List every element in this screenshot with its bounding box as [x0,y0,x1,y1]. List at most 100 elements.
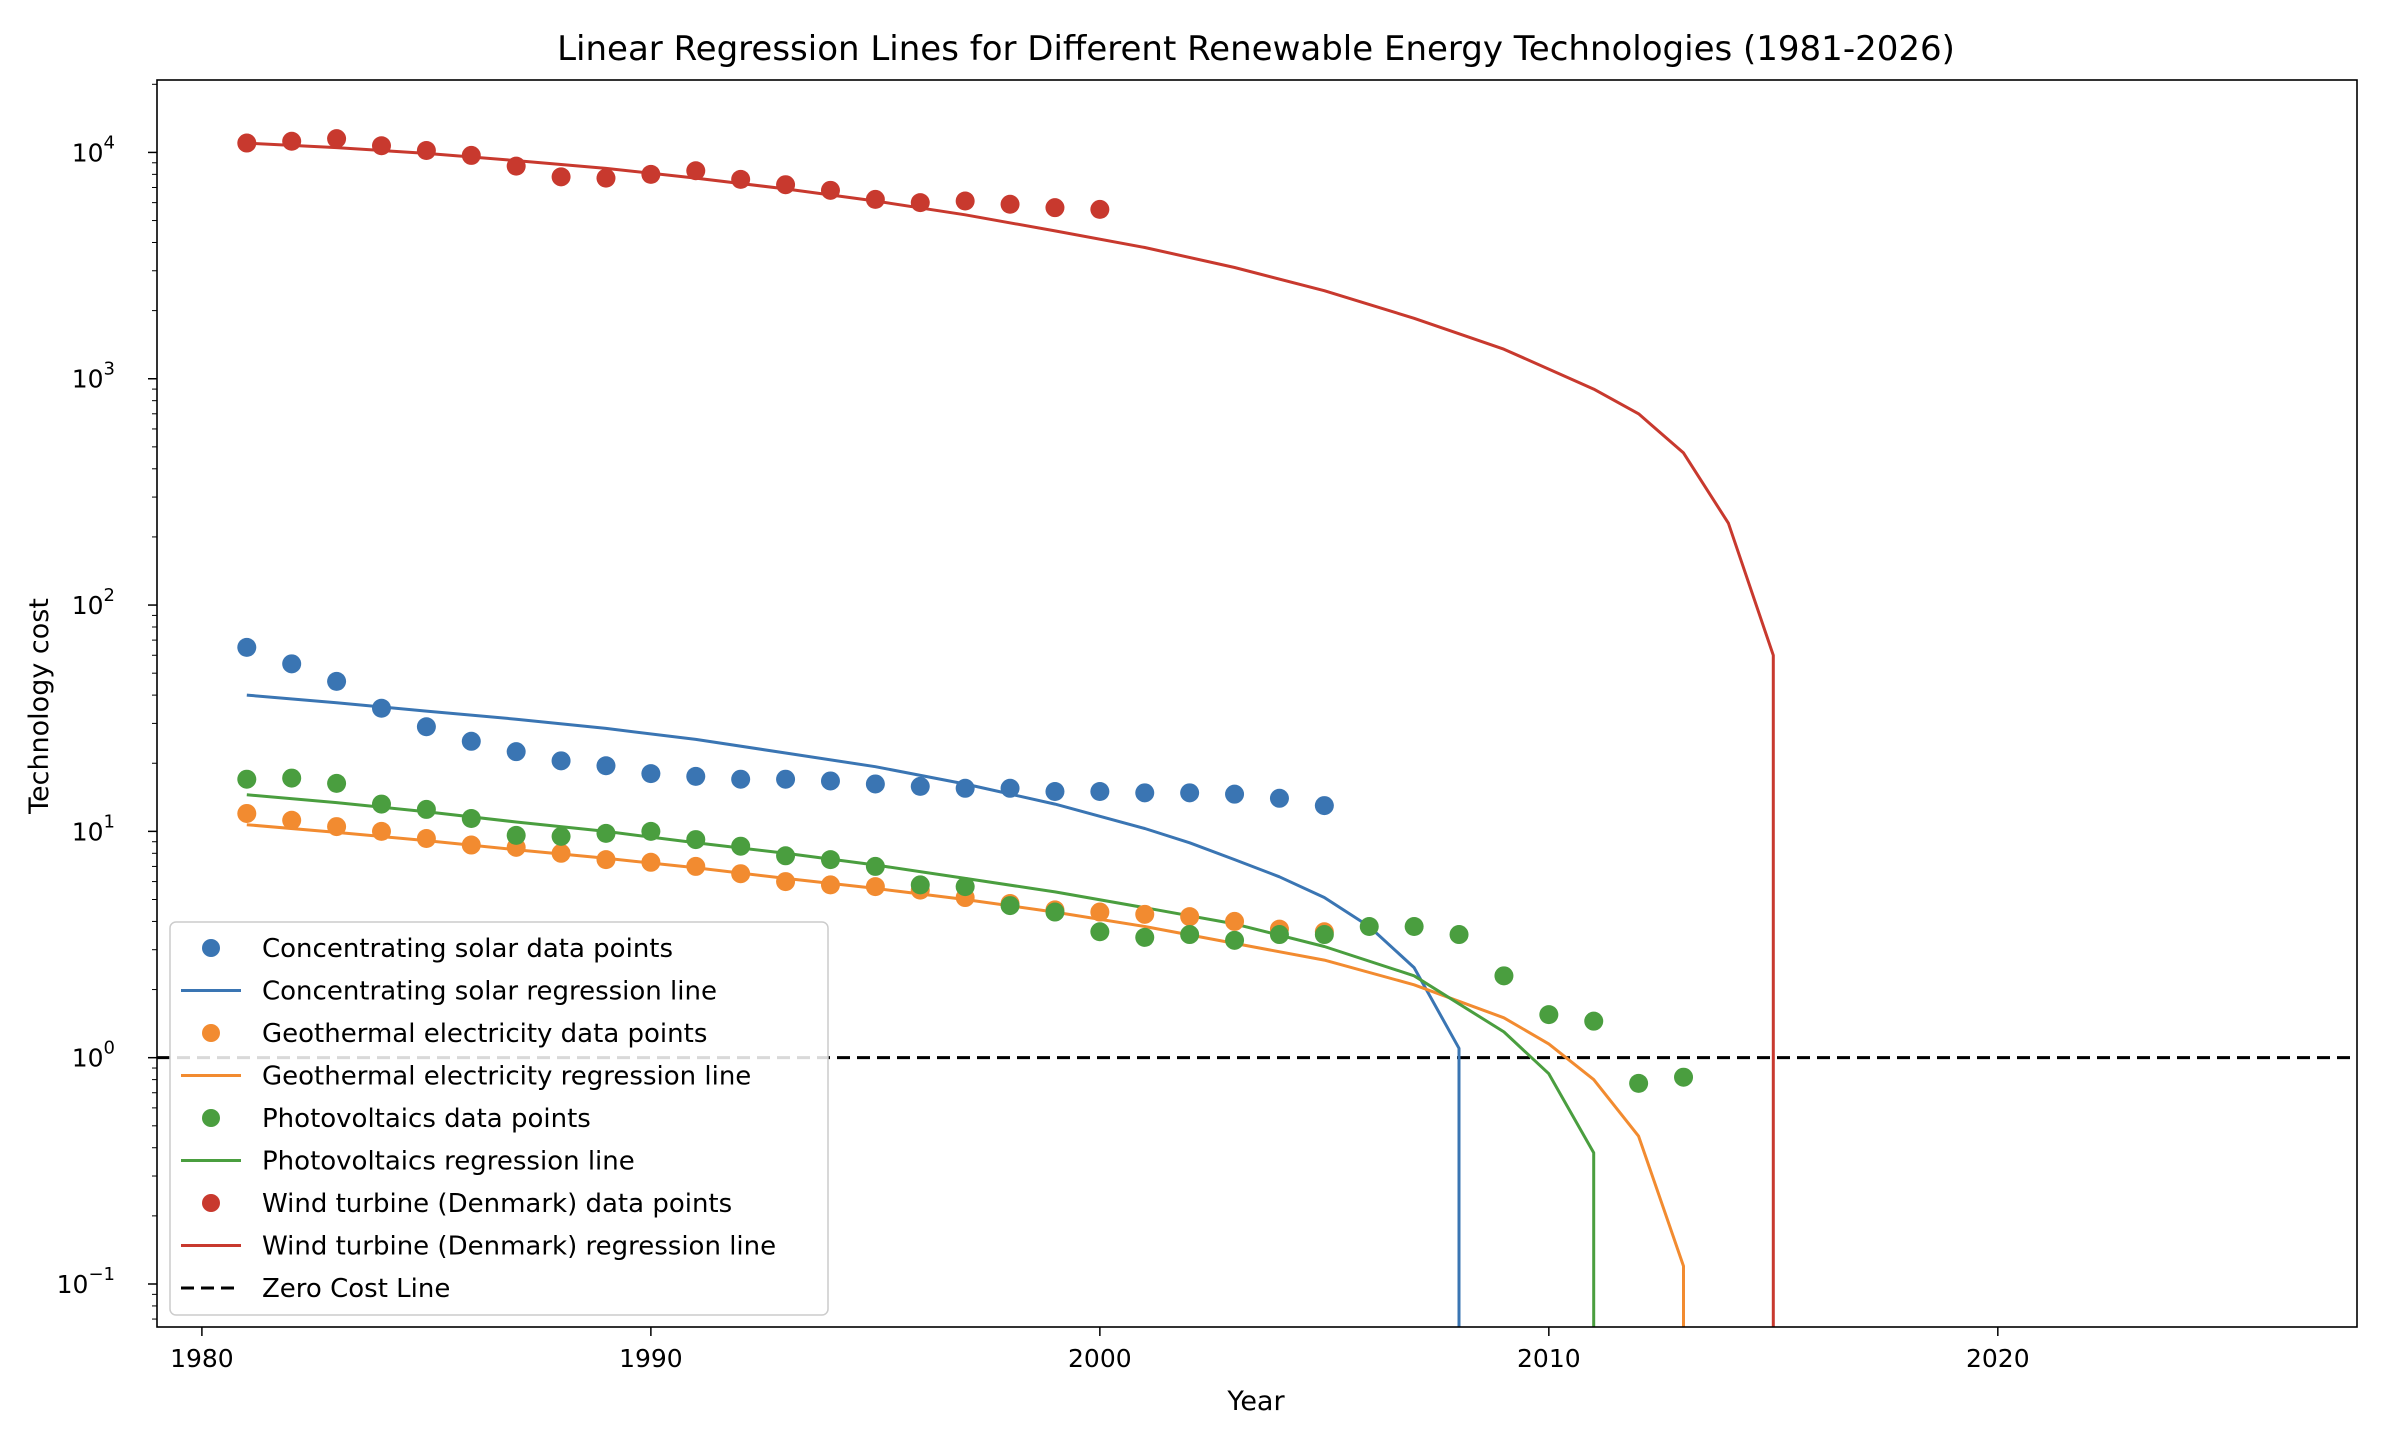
data-point [237,769,257,789]
data-point [596,823,616,843]
data-point [731,864,751,884]
data-point [776,872,796,892]
data-point [641,164,661,184]
legend-box [169,921,829,1316]
data-point [282,768,302,788]
data-point [1000,194,1020,214]
data-point [910,193,930,213]
data-point [1090,782,1110,802]
y-tick-exponent: 4 [104,132,115,153]
data-point [416,799,436,819]
data-point [1225,784,1245,804]
legend-label: Geothermal electricity data points [262,1019,707,1049]
data-point [282,810,302,830]
data-point [955,191,975,211]
data-point [327,671,347,691]
data-point [596,168,616,188]
data-point [1135,927,1155,947]
legend-label: Wind turbine (Denmark) regression line [262,1232,776,1262]
legend-marker [202,1194,220,1212]
legend-label: Wind turbine (Denmark) data points [262,1189,732,1219]
data-point [461,808,481,828]
x-axis-ticks: 1980 1990 2000 2010 2020 [170,1327,2030,1373]
data-point [865,774,885,794]
data-point [327,817,347,837]
data-point [551,751,571,771]
data-point [371,794,391,814]
data-point [1180,783,1200,803]
data-point [371,698,391,718]
y-tick-exponent: 0 [104,1038,115,1059]
data-point [1539,1005,1559,1025]
data-point [1359,916,1379,936]
data-point [371,821,391,841]
data-point [1404,916,1424,936]
data-point [686,830,706,850]
data-point [1000,896,1020,916]
y-tick-exponent: −1 [88,1264,115,1285]
data-point [551,167,571,187]
y-axis-label: Technology cost [24,598,55,815]
x-axis-label: Year [1226,1386,1285,1417]
data-point [237,637,257,657]
data-point [955,877,975,897]
data-point [686,856,706,876]
data-point [461,145,481,165]
data-point [1269,925,1289,945]
legend-marker [202,1109,220,1127]
data-point [1045,902,1065,922]
data-point [910,776,930,796]
legend-marker [202,939,220,957]
data-point [1000,778,1020,798]
data-point [731,769,751,789]
data-point [282,131,302,151]
data-point [506,742,526,762]
data-point [776,846,796,866]
data-point [1225,911,1245,931]
data-point [461,835,481,855]
data-point [596,850,616,870]
data-point [1494,966,1514,986]
chart-title: Linear Regression Lines for Different Re… [557,29,1955,69]
data-point [910,875,930,895]
legend: Concentrating solar data points Concentra… [169,921,829,1316]
data-point [641,821,661,841]
x-tick-label: 1980 [170,1344,234,1373]
data-point [686,766,706,786]
data-point [1135,904,1155,924]
plot-frame [156,79,2358,1328]
data-point [776,175,796,195]
data-point [1314,925,1334,945]
legend-label: Photovoltaics regression line [262,1147,635,1177]
legend-label: Concentrating solar regression line [262,977,717,1007]
legend-label: Zero Cost Line [262,1274,450,1304]
data-point [596,756,616,776]
data-point [416,717,436,737]
data-point [1629,1073,1649,1093]
data-point [865,856,885,876]
plot-area [157,129,2357,1327]
y-tick-exponent: 2 [104,585,115,606]
data-point [955,778,975,798]
data-point [1045,198,1065,218]
data-point [1449,925,1469,945]
data-point [820,771,840,791]
legend-marker [202,1024,220,1042]
data-point [1090,902,1110,922]
data-point [506,825,526,845]
x-tick-label: 2010 [1517,1344,1581,1373]
data-point [1269,788,1289,808]
data-point [461,731,481,751]
data-point [551,843,571,863]
legend-label: Geothermal electricity regression line [262,1062,751,1092]
data-point [506,156,526,176]
data-point [1090,199,1110,219]
x-tick-label: 2000 [1068,1344,1132,1373]
data-point [820,180,840,200]
data-point [327,773,347,793]
data-point [327,129,347,149]
data-point [865,189,885,209]
data-point [1180,907,1200,927]
